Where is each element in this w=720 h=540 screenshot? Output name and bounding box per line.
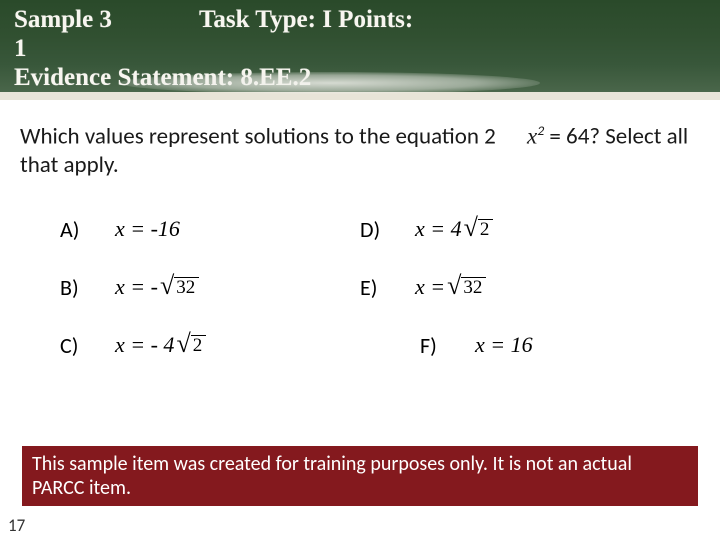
option-d-label: D) [360, 216, 415, 243]
task-points-label: Task Type: I Points: [199, 6, 413, 33]
option-c-value: x = - 4 √2 [115, 330, 206, 360]
sample-label: Sample 3 [14, 6, 112, 33]
option-row-2: B) x = - √32 E) x = √32 [60, 258, 710, 316]
option-e-prefix: x = [415, 274, 445, 300]
option-d[interactable]: D) x = 4 √2 [360, 214, 660, 244]
sqrt-icon: √32 [160, 272, 199, 302]
option-e[interactable]: E) x = √32 [360, 272, 660, 302]
sqrt-icon: √2 [464, 214, 494, 244]
option-e-label: E) [360, 274, 415, 301]
option-a-value: x = -16 [115, 216, 180, 242]
option-e-rad: 32 [461, 277, 486, 297]
chalk-smudge [120, 72, 540, 94]
option-c-prefix: x = - 4 [115, 332, 174, 358]
option-a-prefix: x = -16 [115, 216, 180, 242]
sqrt-icon: √2 [176, 330, 206, 360]
option-c-rad: 2 [191, 335, 207, 355]
question-text: Which values represent solutions to the … [20, 122, 700, 180]
option-b-value: x = - √32 [115, 272, 199, 302]
option-c-label: C) [60, 332, 115, 359]
option-f-label: F) [420, 332, 475, 359]
option-e-value: x = √32 [415, 272, 486, 302]
option-d-prefix: x = 4 [415, 216, 462, 242]
option-b[interactable]: B) x = - √32 [60, 272, 360, 302]
option-f-prefix: x = 16 [475, 332, 533, 358]
question-x: x [527, 124, 537, 149]
option-d-rad: 2 [478, 219, 494, 239]
option-a[interactable]: A) x = -16 [60, 216, 360, 243]
option-a-label: A) [60, 216, 115, 243]
question-part1: Which values represent solutions to the … [20, 123, 496, 151]
option-b-rad: 32 [174, 277, 199, 297]
options-grid: A) x = -16 D) x = 4 √2 B) x = - √32 E) x… [0, 190, 720, 374]
sqrt-icon: √32 [447, 272, 486, 302]
header-line-1: Sample 3 Task Type: I Points: [14, 6, 706, 35]
option-d-value: x = 4 √2 [415, 214, 493, 244]
option-f[interactable]: F) x = 16 [360, 332, 660, 359]
slide-number: 17 [4, 515, 29, 536]
footer-note: This sample item was created for trainin… [22, 446, 698, 506]
option-row-1: A) x = -16 D) x = 4 √2 [60, 200, 710, 258]
question-area: Which values represent solutions to the … [0, 100, 720, 190]
question-sup: 2 [537, 122, 544, 139]
option-b-prefix: x = - [115, 274, 158, 300]
option-b-label: B) [60, 274, 115, 301]
chalkboard-header: Sample 3 Task Type: I Points: 1 Evidence… [0, 0, 720, 100]
option-f-value: x = 16 [475, 332, 533, 358]
option-row-3: C) x = - 4 √2 F) x = 16 [60, 316, 710, 374]
points-value: 1 [14, 35, 706, 64]
option-c[interactable]: C) x = - 4 √2 [60, 330, 360, 360]
